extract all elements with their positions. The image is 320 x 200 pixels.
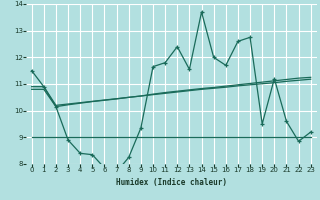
X-axis label: Humidex (Indice chaleur): Humidex (Indice chaleur) — [116, 178, 227, 187]
